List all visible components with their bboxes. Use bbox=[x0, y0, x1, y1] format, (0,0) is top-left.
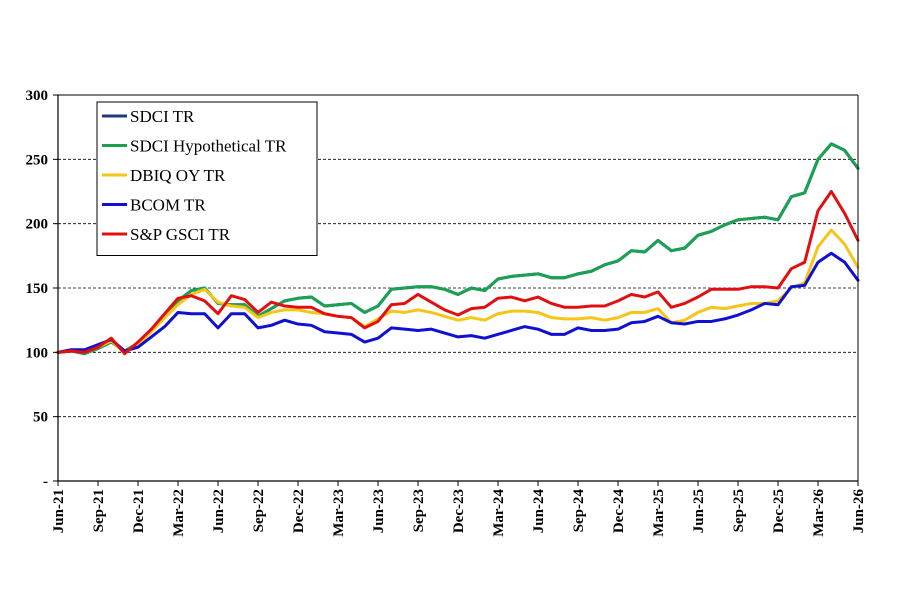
x-tick-label: Jun-24 bbox=[531, 489, 547, 534]
x-tick-label: Dec-23 bbox=[451, 489, 467, 533]
x-tick-label: Jun-21 bbox=[51, 489, 67, 533]
legend-label-0: SDCI TR bbox=[130, 107, 195, 126]
legend-label-2: DBIQ OY TR bbox=[130, 166, 226, 185]
series-line-1 bbox=[56, 142, 860, 356]
x-tick-label: Jun-25 bbox=[691, 489, 707, 533]
x-tick-label: Sep-25 bbox=[731, 489, 747, 532]
x-tick-label: Sep-23 bbox=[411, 489, 427, 532]
x-tick-label: Mar-24 bbox=[491, 489, 507, 537]
x-tick-label: Sep-24 bbox=[571, 489, 587, 533]
x-axis-ticks: Jun-21 Sep-21 Dec-21 Mar-22 Jun-22 Sep-22 Dec-… bbox=[51, 481, 867, 537]
x-tick-label: Mar-23 bbox=[331, 489, 347, 537]
y-tick-label: - bbox=[43, 474, 48, 490]
series-line-3 bbox=[56, 251, 860, 354]
x-tick-label: Jun-23 bbox=[371, 489, 387, 533]
y-tick-label: 300 bbox=[26, 88, 49, 104]
x-tick-label: Dec-22 bbox=[291, 489, 307, 533]
y-tick-label: 200 bbox=[26, 217, 49, 233]
legend-label-4: S&P GSCI TR bbox=[130, 225, 231, 244]
x-tick-label: Dec-25 bbox=[771, 489, 787, 533]
x-tick-label: Jun-26 bbox=[851, 489, 867, 534]
y-axis-ticks: - 50 100 150 200 250 300 bbox=[26, 88, 58, 490]
series-line-4 bbox=[56, 190, 860, 356]
series-lines bbox=[56, 142, 860, 356]
legend-label-3: BCOM TR bbox=[130, 196, 206, 215]
x-tick-label: Dec-21 bbox=[131, 489, 147, 533]
x-tick-label: Mar-22 bbox=[171, 489, 187, 537]
y-tick-label: 150 bbox=[26, 281, 49, 297]
legend: SDCI TR SDCI Hypothetical TR DBIQ OY TR BCO… bbox=[96, 101, 318, 256]
x-tick-label: Dec-24 bbox=[611, 489, 627, 534]
legend-label-1: SDCI Hypothetical TR bbox=[130, 137, 287, 156]
x-tick-label: Mar-26 bbox=[811, 489, 827, 537]
y-tick-label: 50 bbox=[33, 410, 48, 426]
x-tick-label: Jun-22 bbox=[211, 489, 227, 533]
x-tick-label: Mar-25 bbox=[651, 489, 667, 537]
y-tick-label: 100 bbox=[26, 345, 49, 361]
x-tick-label: Sep-22 bbox=[251, 489, 267, 532]
x-tick-label: Sep-21 bbox=[91, 489, 107, 532]
y-tick-label: 250 bbox=[26, 152, 49, 168]
legend-box bbox=[96, 101, 318, 256]
